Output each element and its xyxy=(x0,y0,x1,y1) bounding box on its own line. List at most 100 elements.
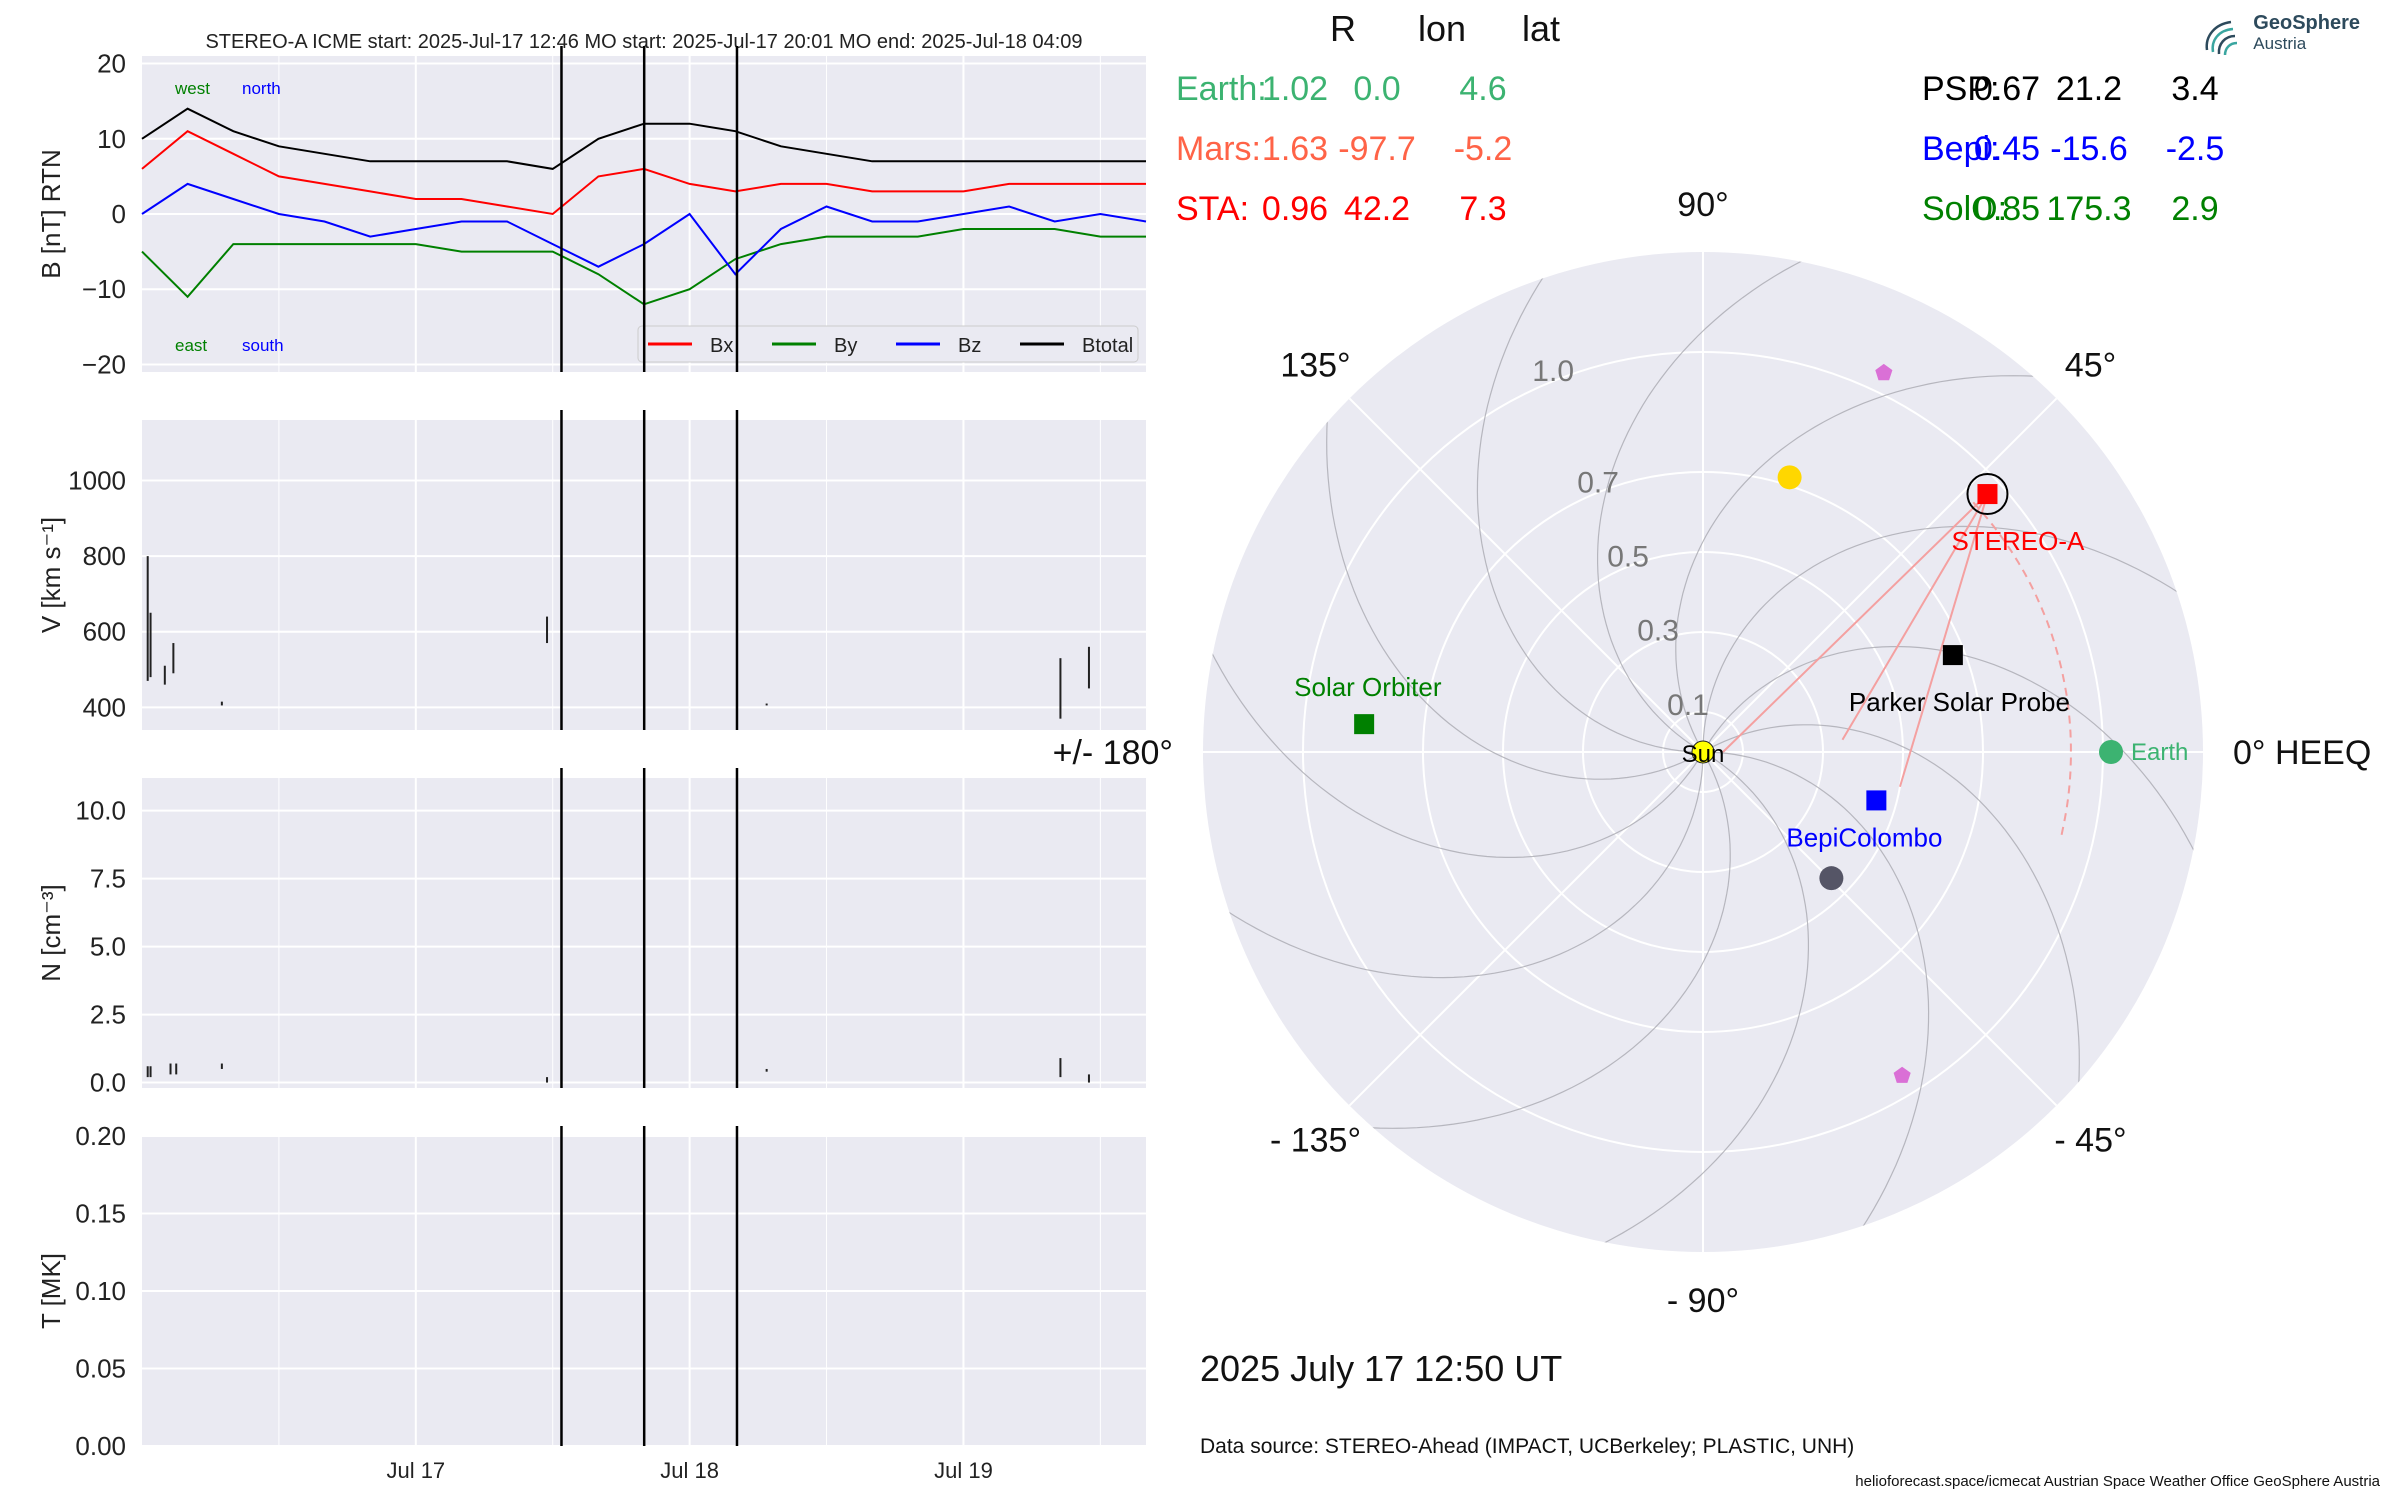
position-row-label: Mars: xyxy=(1176,130,1261,168)
annotation-east: east xyxy=(175,336,207,355)
icme-connection xyxy=(1841,493,1989,741)
y-tick-label: 0.20 xyxy=(75,1121,126,1151)
plot-date: 2025 July 17 12:50 UT xyxy=(1200,1348,1563,1389)
angle-label: - 90° xyxy=(1667,1282,1739,1320)
r-tick-label: 0.5 xyxy=(1607,541,1649,574)
body-sun xyxy=(1691,740,1715,764)
position-value: 0.45 xyxy=(1973,130,2041,168)
legend-box xyxy=(637,325,1139,363)
r-tick-label: 0.7 xyxy=(1577,466,1619,499)
position-row-label: Bepi: xyxy=(1922,130,2000,168)
parker-spiral xyxy=(1702,724,2080,1101)
position-value: 0.0 xyxy=(1353,70,1401,108)
position-value: 1.63 xyxy=(1261,130,1329,168)
x-tick-label: Jul 19 xyxy=(934,1458,993,1483)
sta-highlight-ring xyxy=(1966,473,2009,516)
position-value: 7.3 xyxy=(1459,190,1507,228)
angle-label: - 135° xyxy=(1270,1121,1361,1159)
angle-label: 45° xyxy=(2065,347,2116,385)
parker-spiral xyxy=(1354,751,1731,1129)
r-tick-label: 1.0 xyxy=(1532,355,1574,388)
y-tick-label: 5.0 xyxy=(90,932,126,962)
legend-label: Bz xyxy=(958,335,981,357)
position-value: 0.85 xyxy=(1973,190,2041,228)
annotation-west: west xyxy=(174,79,210,98)
y-tick-label: 0 xyxy=(112,199,126,229)
parker-spiral xyxy=(1326,403,1704,780)
body-bepicolombo xyxy=(1866,790,1887,811)
position-value: -97.7 xyxy=(1338,130,1416,168)
angle-label: 0° HEEQ xyxy=(2233,734,2371,772)
parker-spiral xyxy=(1587,751,1810,1252)
position-value: -5.2 xyxy=(1453,130,1513,168)
body-stereo-a xyxy=(1977,484,1998,505)
x-tick-label: Jul 17 xyxy=(386,1458,445,1483)
position-row-label: Earth: xyxy=(1176,70,1267,108)
position-value: 1.02 xyxy=(1261,70,1329,108)
geosphere-logo: GeoSphere Austria xyxy=(2205,12,2360,56)
position-value: 3.4 xyxy=(2171,70,2219,108)
y-tick-label: 0.15 xyxy=(75,1199,126,1229)
body-parker-solar-probe xyxy=(1942,645,1963,666)
position-row-label: PSP: xyxy=(1922,70,2000,108)
y-tick-label: 1000 xyxy=(68,465,126,495)
icme-connection xyxy=(1722,493,1989,753)
body-label: STEREO-A xyxy=(1951,526,2085,556)
position-row-label: SolO: xyxy=(1922,190,2008,228)
angle-label: 90° xyxy=(1677,186,1728,224)
body-venus xyxy=(1777,465,1802,490)
position-value: 21.2 xyxy=(2055,70,2123,108)
position-value: -2.5 xyxy=(2165,130,2225,168)
y-axis-label: N [cm⁻³] xyxy=(36,884,66,982)
logo-name: GeoSphere xyxy=(2253,12,2360,34)
body-label: Parker Solar Probe xyxy=(1849,687,2070,717)
y-tick-label: 0.00 xyxy=(75,1431,126,1461)
col-header-lat: lat xyxy=(1522,8,1561,49)
y-tick-label: 0.05 xyxy=(75,1354,126,1384)
angle-label: 135° xyxy=(1280,347,1350,385)
legend-label: Btotal xyxy=(1082,335,1133,357)
logo-subtitle: Austria xyxy=(2253,34,2307,53)
parker-spiral xyxy=(1203,636,1704,859)
position-value: 175.3 xyxy=(2046,190,2132,228)
body-label: Solar Orbiter xyxy=(1294,672,1442,702)
icme-connection xyxy=(1899,493,1989,788)
polar-spoke xyxy=(1348,397,1704,753)
legend-label: By xyxy=(834,335,857,357)
y-tick-label: −20 xyxy=(82,349,126,379)
position-value: 42.2 xyxy=(1343,190,1411,228)
y-tick-label: 600 xyxy=(83,617,126,647)
polar-spoke xyxy=(1348,751,1704,1107)
col-header-lon: lon xyxy=(1418,8,1467,49)
icme-front xyxy=(1971,500,2072,836)
position-row-label: STA: xyxy=(1176,190,1250,228)
parker-spirals xyxy=(1203,252,2203,1252)
parker-spiral xyxy=(1702,751,1930,1242)
logo-icon xyxy=(2205,20,2238,56)
parker-spiral xyxy=(1675,375,2052,753)
y-tick-label: 20 xyxy=(97,49,126,79)
credits: helioforecast.space/icmecat Austrian Spa… xyxy=(1855,1473,2380,1490)
body-label: BepiColombo xyxy=(1786,822,1942,852)
body-solar-orbiter xyxy=(1354,714,1375,735)
position-value: 4.6 xyxy=(1459,70,1507,108)
parker-spiral xyxy=(1702,645,2203,868)
position-value: -15.6 xyxy=(2050,130,2128,168)
body-label: Sun xyxy=(1682,741,1725,768)
body-label: Earth xyxy=(2131,739,2188,766)
y-tick-label: 2.5 xyxy=(90,1000,126,1030)
insitu-title: STEREO-A ICME start: 2025-Jul-17 12:46 M… xyxy=(205,31,1082,53)
y-axis-label: T [MK] xyxy=(36,1253,66,1329)
y-tick-label: 10.0 xyxy=(75,796,126,826)
y-tick-label: 800 xyxy=(83,541,126,571)
parker-spiral xyxy=(1213,751,1704,979)
body-mercury xyxy=(1819,866,1844,891)
polar-spoke xyxy=(1702,751,2058,1107)
y-tick-label: −10 xyxy=(82,274,126,304)
parker-spiral xyxy=(1476,262,1704,753)
y-tick-label: 10 xyxy=(97,124,126,154)
col-header-r: R xyxy=(1330,8,1356,49)
x-tick-label: Jul 18 xyxy=(660,1458,719,1483)
